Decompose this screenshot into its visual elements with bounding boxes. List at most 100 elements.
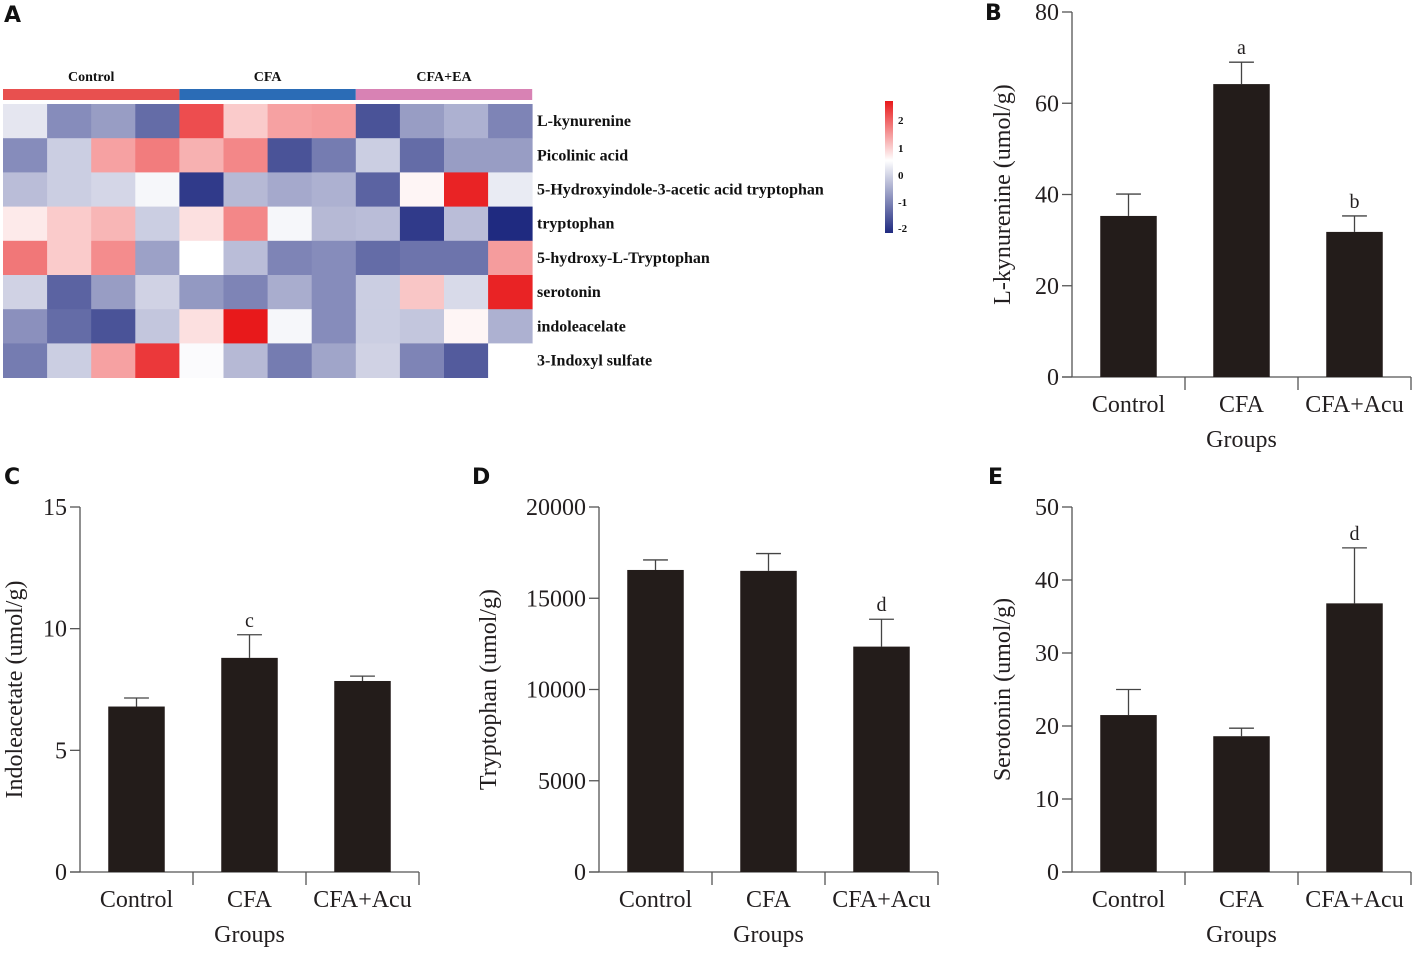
heatmap-cell (3, 104, 48, 139)
x-tick-label: Control (1092, 392, 1166, 418)
y-tick-label: 15 (43, 495, 67, 521)
heatmap-cell (444, 240, 489, 276)
heatmap-cell (444, 172, 489, 207)
heatmap-cell (488, 206, 533, 242)
heatmap-cell (3, 206, 48, 242)
heatmap-cell (444, 309, 489, 344)
group-bar-0 (3, 89, 180, 100)
heatmap-cell (267, 309, 313, 344)
y-tick-label: 80 (1035, 0, 1059, 26)
y-tick-label: 30 (1035, 641, 1059, 667)
bar-chart-serotonin: 0 10 20 30 40 50 Control CFA CFA+Acu d Groups Serot… (990, 495, 1412, 948)
y-tick-label: 20000 (526, 495, 586, 521)
x-axis-title: Groups (733, 922, 804, 948)
bar-chart-indoleacetate: 0 5 10 15 Control CFA c CFA+Acu Groups Indoleacet… (2, 495, 420, 948)
group-bar-1 (179, 89, 356, 100)
heatmap-cell (444, 343, 489, 378)
color-scale-tick: 1 (898, 143, 904, 155)
y-tick-label: 0 (1047, 365, 1059, 391)
heatmap-row-label: serotonin (537, 284, 601, 301)
heatmap-cell (399, 343, 445, 378)
bar-cfa-acu (1326, 603, 1383, 872)
heatmap-row-label: 5-Hydroxyindole-3-acetic acid tryptophan (537, 182, 824, 199)
heatmap-row-labels: L-kynurenine Picolinic acid 5-Hydroxyindol… (537, 113, 824, 369)
panel-letter-d: D (472, 465, 490, 490)
bar-cfa-acu (853, 646, 910, 872)
heatmap-cell (179, 240, 224, 276)
x-axis-title: Groups (1206, 427, 1277, 453)
heatmap-cell (267, 172, 313, 207)
heatmap-cell (179, 172, 224, 207)
x-tick-label: Control (100, 887, 174, 913)
bar-control (108, 706, 165, 872)
heatmap-cell (179, 343, 224, 378)
heatmap-cell (399, 104, 445, 139)
heatmap-cell (3, 275, 48, 310)
heatmap-cell (488, 138, 533, 173)
heatmap-cell (179, 104, 224, 139)
heatmap-cell (91, 138, 136, 173)
group-label: CFA (254, 70, 283, 85)
heatmap-cell (135, 104, 180, 139)
heatmap-cell (91, 206, 136, 242)
heatmap-cell (355, 206, 401, 242)
heatmap-cell (135, 138, 180, 173)
heatmap-cell (267, 138, 313, 173)
heatmap-cell (355, 275, 401, 310)
y-tick-label: 50 (1035, 495, 1059, 521)
y-axis-title: L-kynurenine (umol/g) (990, 84, 1016, 305)
heatmap-cell (399, 138, 445, 173)
heatmap-cell (311, 343, 357, 378)
heatmap-cell (179, 309, 224, 344)
bar-control (627, 569, 684, 872)
heatmap-cell (488, 240, 533, 276)
color-scale-bar (885, 101, 893, 233)
heatmap-cell (355, 172, 401, 207)
heatmap-cell (3, 240, 48, 276)
y-axis-title: Serotonin (umol/g) (990, 598, 1016, 781)
heatmap-cell (311, 240, 357, 276)
significance-label: c (245, 610, 254, 632)
heatmap-cell (267, 104, 313, 139)
significance-label: a (1237, 37, 1246, 59)
heatmap-cell (135, 206, 180, 242)
panel-letter-c: C (4, 465, 20, 490)
bar-cfa (221, 657, 278, 872)
heatmap-cell (91, 343, 136, 378)
bar-control (1100, 715, 1157, 872)
heatmap-cell (223, 138, 268, 173)
heatmap-cell (488, 104, 533, 139)
heatmap-cell (311, 104, 357, 139)
color-scale-tick: 2 (898, 115, 904, 127)
x-tick-label: CFA (1219, 392, 1265, 418)
heatmap-cell (47, 104, 92, 139)
heatmap-cell (488, 309, 533, 344)
y-tick-label: 0 (574, 860, 586, 886)
x-axis-title: Groups (214, 922, 285, 948)
color-scale-tick: 0 (898, 170, 904, 182)
heatmap-cell (355, 104, 401, 139)
y-tick-label: 10 (1035, 787, 1059, 813)
heatmap-cell (3, 138, 48, 173)
y-tick-label: 40 (1035, 183, 1059, 209)
heatmap-cell (91, 275, 136, 310)
bar-cfa (740, 570, 797, 872)
x-tick-label: CFA (1219, 887, 1265, 913)
heatmap-cell (267, 240, 313, 276)
x-tick-label: CFA (746, 887, 792, 913)
y-tick-label: 10 (43, 617, 67, 643)
heatmap-cell (355, 309, 401, 344)
x-tick-label: CFA+Acu (1305, 887, 1403, 913)
heatmap-cell (91, 309, 136, 344)
heatmap-cell (47, 138, 92, 173)
heatmap-cell (488, 172, 533, 207)
heatmap-cell (267, 343, 313, 378)
y-tick-label: 5000 (538, 769, 586, 795)
x-tick-label: Control (619, 887, 693, 913)
bar-cfa-acu (1326, 231, 1383, 377)
heatmap-cell (47, 172, 92, 207)
heatmap-cell (399, 275, 445, 310)
x-tick-label: CFA+Acu (1305, 392, 1403, 418)
heatmap-cell (47, 206, 92, 242)
heatmap-cell (444, 104, 489, 139)
